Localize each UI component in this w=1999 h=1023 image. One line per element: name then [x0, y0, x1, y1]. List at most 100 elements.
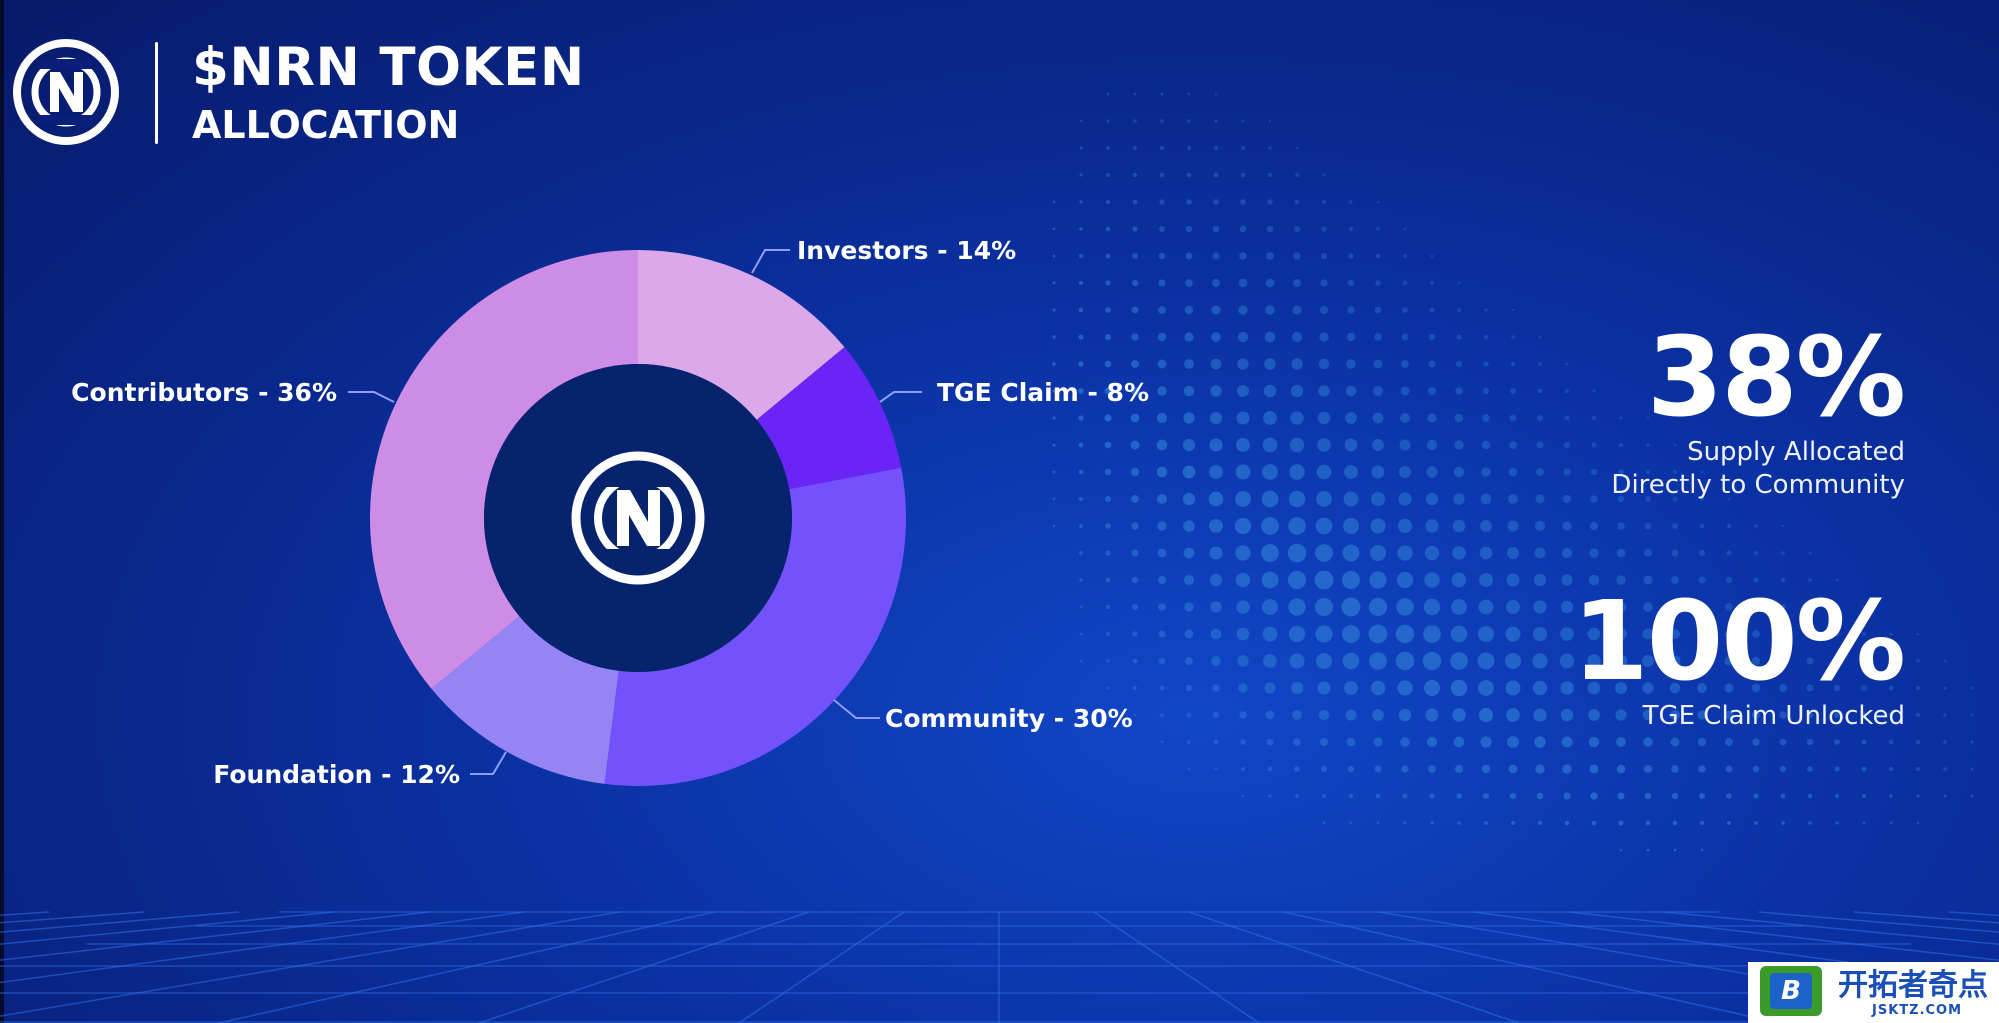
background-dot [1238, 305, 1248, 315]
background-dot [1478, 707, 1494, 723]
background-dot [1131, 576, 1139, 584]
background-dot [1104, 441, 1112, 449]
watermark-badge: B [1760, 966, 1822, 1016]
background-dot [1616, 737, 1626, 747]
background-dot [1916, 794, 1920, 798]
background-dot [1321, 199, 1327, 205]
background-dot [1698, 765, 1706, 773]
background-dot [1079, 578, 1083, 582]
background-dot [1862, 821, 1866, 825]
background-dot [1724, 629, 1734, 639]
background-dot [1422, 651, 1442, 671]
background-dot [1186, 199, 1192, 205]
background-dot [1533, 573, 1547, 587]
background-dot [1373, 737, 1383, 747]
background-dot [1808, 578, 1812, 582]
background-dot [1241, 119, 1245, 123]
background-dot [1078, 442, 1084, 448]
background-dot [1430, 254, 1434, 258]
background-dot [1106, 119, 1110, 123]
slice-label-contributors: Contributors - 36% [71, 378, 337, 407]
background-dot [1618, 442, 1624, 448]
background-dot [1479, 546, 1493, 560]
background-dot [1237, 358, 1249, 370]
background-dot [1235, 572, 1251, 588]
background-dot [1508, 764, 1518, 774]
background-dot [1264, 331, 1276, 343]
background-dot [1293, 738, 1301, 746]
background-dot [1078, 415, 1084, 421]
background-dot [1835, 605, 1839, 609]
background-dot [1209, 411, 1223, 425]
background-dot [1262, 464, 1278, 480]
background-dot [1725, 738, 1733, 746]
background-dot [1451, 599, 1467, 615]
background-dot [1452, 708, 1466, 722]
background-dot [1888, 766, 1894, 772]
background-dot [1160, 713, 1164, 717]
background-dot [1210, 385, 1222, 397]
background-dot [1235, 491, 1251, 507]
background-dot [1644, 792, 1652, 800]
background-dot [1697, 629, 1707, 639]
background-dot [1478, 680, 1494, 696]
background-dot [1400, 737, 1410, 747]
background-dot [1779, 738, 1787, 746]
background-dot [1370, 680, 1386, 696]
background-dot [1671, 765, 1679, 773]
stat-caption-line: Directly to Community [1611, 470, 1905, 500]
background-dot [1376, 200, 1380, 204]
background-dot [1237, 331, 1249, 343]
background-dot [1591, 820, 1597, 826]
background-dot [1426, 736, 1438, 748]
background-dot [1368, 597, 1388, 617]
background-dot [1697, 683, 1707, 693]
background-dot [1479, 573, 1493, 587]
background-dot [1079, 119, 1083, 123]
background-dot [1159, 145, 1165, 151]
background-dot [1643, 764, 1653, 774]
background-dot [1264, 358, 1276, 370]
background-dot [1592, 389, 1596, 393]
background-dot [1079, 146, 1083, 150]
background-dot [1834, 631, 1840, 637]
background-dot [1697, 602, 1707, 612]
background-dot [1425, 492, 1439, 506]
background-dot [1505, 599, 1521, 615]
background-dot [1424, 680, 1440, 696]
background-dot [1052, 497, 1056, 501]
background-dot [1105, 523, 1111, 529]
background-dot [1563, 441, 1571, 449]
background-dot [1185, 252, 1193, 260]
background-dot [1052, 362, 1056, 366]
background-dot [1131, 279, 1139, 287]
background-dot [1590, 495, 1598, 503]
background-dot [1669, 655, 1681, 667]
background-dot [1426, 439, 1438, 451]
background-dot [1374, 333, 1382, 341]
background-dot [1511, 335, 1515, 339]
background-dot [1400, 413, 1410, 423]
stat-tge-caption: TGE Claim Unlocked [1643, 700, 1905, 733]
background-dot [1834, 739, 1840, 745]
background-dot [1157, 359, 1167, 369]
background-dot [1536, 792, 1544, 800]
background-dot [1104, 360, 1112, 368]
background-dot [1342, 544, 1360, 562]
background-dot [1268, 119, 1272, 123]
background-dot [1261, 517, 1279, 535]
background-dot [1236, 627, 1250, 641]
background-dot [1346, 359, 1356, 369]
background-dot [1646, 848, 1650, 852]
background-dot [1399, 439, 1411, 451]
background-dot [1213, 145, 1219, 151]
background-dot [1322, 173, 1326, 177]
background-dot [1131, 495, 1139, 503]
background-dot [1187, 767, 1191, 771]
background-dot [1590, 792, 1598, 800]
background-dot [1643, 737, 1653, 747]
background-dot [1889, 821, 1893, 825]
background-dot [1315, 544, 1333, 562]
background-dot [1316, 464, 1332, 480]
leader-line-investors [751, 249, 790, 274]
